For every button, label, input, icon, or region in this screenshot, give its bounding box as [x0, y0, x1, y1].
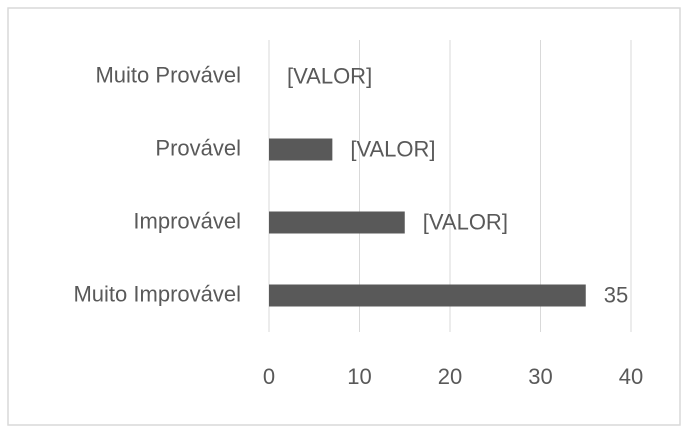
value-label: 35	[604, 282, 628, 307]
x-tick-label: 30	[528, 364, 552, 389]
bar	[269, 284, 586, 307]
value-label: [VALOR]	[423, 209, 508, 234]
value-label: [VALOR]	[350, 136, 435, 161]
x-tick-label: 0	[263, 364, 275, 389]
x-tick-label: 40	[619, 364, 643, 389]
y-tick-label: Muito Provável	[95, 62, 241, 87]
bar	[269, 138, 333, 161]
x-tick-label: 20	[438, 364, 462, 389]
value-label: [VALOR]	[287, 63, 372, 88]
y-tick-label: Improvável	[133, 208, 241, 233]
y-tick-label: Provável	[155, 135, 241, 160]
x-tick-label: 10	[347, 364, 371, 389]
y-tick-label: Muito Improvável	[73, 281, 241, 306]
bar	[269, 211, 405, 234]
